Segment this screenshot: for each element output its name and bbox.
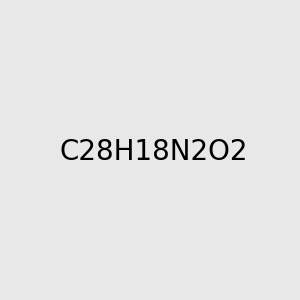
Text: C28H18N2O2: C28H18N2O2 (59, 137, 248, 166)
